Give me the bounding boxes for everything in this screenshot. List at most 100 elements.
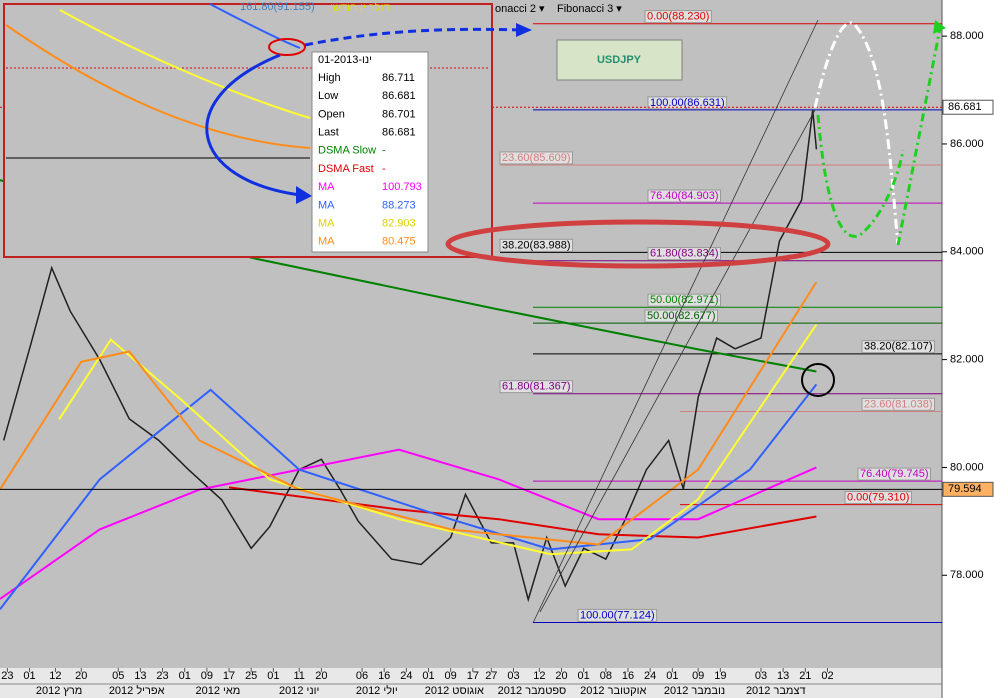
x-tick-label: 13 (777, 670, 789, 682)
menu-item[interactable]: Fibonacci 3 ▾ (557, 3, 622, 15)
x-tick-label: 02 (821, 670, 833, 682)
fib-label: 0.00(88.230) (647, 11, 709, 23)
x-tick-label: 03 (755, 670, 767, 682)
price-marker (942, 99, 994, 115)
series-line (58, 324, 818, 556)
info-value: - (382, 145, 386, 157)
month-label: 2012 אוגוסט (425, 685, 484, 697)
x-tick-label: 09 (445, 670, 457, 682)
x-tick-label: 19 (714, 670, 726, 682)
arrow-head (296, 186, 312, 204)
info-label: High (318, 72, 341, 84)
info-label: MA (318, 236, 335, 248)
month-label: 2012 נובמבר (664, 685, 725, 697)
info-value: - (382, 163, 386, 175)
fib-label-bg (647, 96, 728, 110)
fib-label: 50.00(82.677) (647, 310, 716, 322)
x-tick-label: 17 (223, 670, 235, 682)
y-tick-label: 78.000 (950, 569, 984, 581)
price-marker (942, 481, 994, 497)
y-tick-label: 80.000 (950, 461, 984, 473)
highlight-ellipse (445, 219, 831, 269)
info-value: 82.903 (382, 218, 416, 230)
info-value: 88.273 (382, 199, 416, 211)
series-line (0, 448, 817, 600)
x-tick-label: 09 (201, 670, 213, 682)
projection-green (896, 27, 942, 246)
trend-line (532, 19, 819, 624)
x-tick-label: 16 (378, 670, 390, 682)
series-line (228, 486, 817, 539)
date-axis (0, 668, 942, 698)
x-tick-label: 01 (578, 670, 590, 682)
projection-white (813, 21, 900, 246)
info-label: DSMA Slow (318, 145, 376, 157)
y-tick-label: 82.000 (950, 354, 984, 366)
arrow-head (516, 23, 532, 37)
fib-label: 100.00(77.124) (580, 609, 655, 621)
y-tick-label: 84.000 (950, 246, 984, 258)
inset-ma (209, 3, 301, 49)
fib-label: 23.60(81.038) (864, 398, 933, 410)
x-tick-label: 06 (356, 670, 368, 682)
fib-label: 38.20(82.107) (864, 341, 933, 353)
x-tick-label: 13 (134, 670, 146, 682)
y-tick-label: 88.000 (950, 30, 984, 42)
x-tick-label: 21 (799, 670, 811, 682)
fib-label: 50.00(82.971) (650, 294, 719, 306)
fib-label-bg (499, 380, 573, 394)
highlight-circle (801, 363, 835, 397)
x-tick-label: 01 (23, 670, 35, 682)
fib-label: 61.80(83.834) (650, 248, 719, 260)
x-tick-label: 24 (400, 670, 412, 682)
inset-label: 161.80(91.155) (240, 1, 315, 13)
fib-label-bg (577, 608, 658, 622)
price-marker-label: 79.594 (948, 483, 982, 495)
month-label: 2012 מאי (196, 685, 241, 697)
x-tick-label: 01 (267, 670, 279, 682)
month-label: 2012 מרץ (36, 685, 83, 697)
fib-label-bg (844, 491, 912, 505)
y-tick-label: 86.000 (950, 138, 984, 150)
x-tick-label: 20 (75, 670, 87, 682)
fib-label: 23.60(85.609) (502, 152, 571, 164)
info-label: Last (318, 127, 339, 139)
x-tick-label: 23 (1, 670, 13, 682)
info-label: MA (318, 218, 335, 230)
x-tick-label: 09 (692, 670, 704, 682)
price-axis (942, 0, 994, 698)
fib-label: 61.80(81.367) (502, 381, 571, 393)
info-label: Low (318, 90, 338, 102)
fib-label: 76.40(79.745) (860, 468, 929, 480)
info-label: MA (318, 199, 335, 211)
series-line (0, 383, 818, 610)
inset-ma (59, 9, 311, 119)
info-value: 86.681 (382, 127, 416, 139)
callout-arrow (304, 27, 521, 47)
fib-label-bg (857, 467, 931, 481)
series-line (2, 109, 818, 603)
fib-label-bg (861, 340, 935, 354)
info-value: 80.475 (382, 236, 416, 248)
info-date: 01-2013-ינו (318, 54, 372, 66)
month-label: 2012 דצמבר (746, 685, 806, 697)
trend-line (539, 109, 816, 613)
info-value: 100.793 (382, 181, 422, 193)
info-value: 86.701 (382, 108, 416, 120)
x-tick-label: 24 (644, 670, 656, 682)
month-label: 2012 ספטמבר (498, 685, 567, 697)
fib-label-bg (499, 238, 573, 252)
info-value: 86.711 (382, 72, 415, 84)
fib-label: 0.00(79.310) (847, 492, 909, 504)
fib-label-bg (647, 189, 721, 203)
fib-label-bg (499, 151, 573, 165)
x-tick-label: 12 (49, 670, 61, 682)
month-label: 2012 יולי (356, 684, 398, 697)
month-label: 2012 אפריל (109, 684, 165, 697)
fib-label-bg (861, 397, 935, 411)
menu-item[interactable]: onacci 2 ▾ (495, 3, 545, 15)
fib-label: 38.20(83.988) (502, 239, 571, 251)
inset-ma (5, 24, 311, 149)
x-tick-label: 05 (112, 670, 124, 682)
